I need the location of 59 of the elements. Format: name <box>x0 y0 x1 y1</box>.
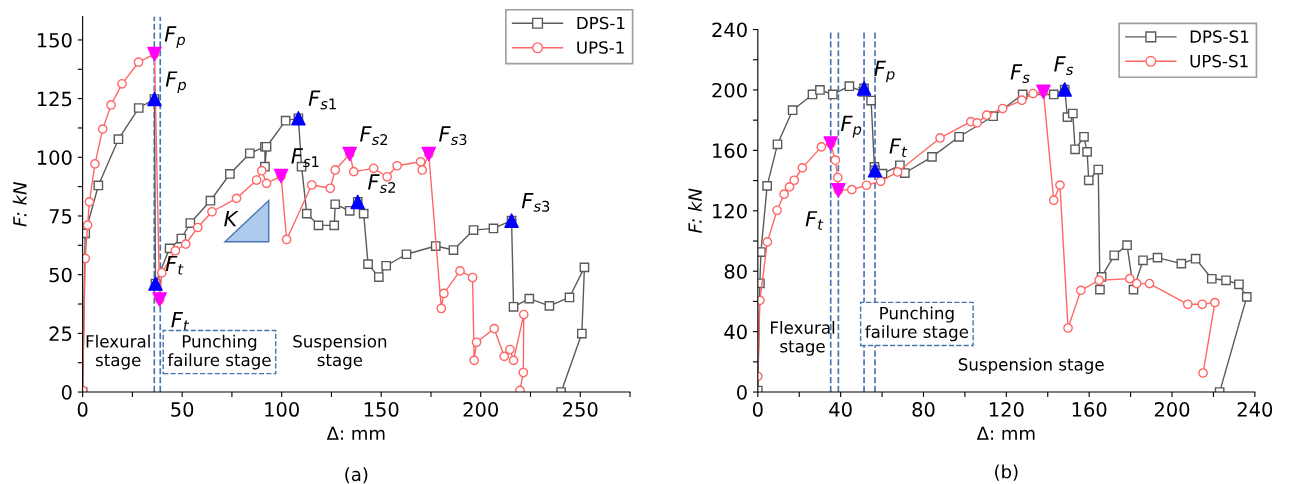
y-tick-label: 80 <box>724 264 747 279</box>
y-tick-label: 125 <box>37 91 72 107</box>
y-tick-label: 75 <box>49 209 72 224</box>
annotation: F$_{s3}$ <box>439 126 467 146</box>
annotation: F$_{s1}$ <box>291 148 319 168</box>
x-axis-title: Δ: mm <box>326 426 385 440</box>
y-tick-label: 240 <box>712 22 747 38</box>
x-tick-label: 200 <box>1154 402 1190 417</box>
x-tick-label: 250 <box>563 402 598 417</box>
text: (a) <box>345 467 368 484</box>
x-tick-label: 0 <box>752 402 763 417</box>
annotation: Suspension stage <box>293 334 387 370</box>
x-tick-label: 40 <box>829 402 852 417</box>
annotation: F$_{t}$ <box>165 255 184 275</box>
y-axis-title: F: kN <box>687 188 702 234</box>
annotation: F$_{s3}$ <box>521 192 550 212</box>
annotation: F$_{s2}$ <box>367 174 396 194</box>
y-tick-label: 200 <box>712 82 747 98</box>
annotation: F$_{s}$ <box>1010 64 1030 84</box>
y-tick-label: 100 <box>37 150 72 165</box>
y-axis-title: F: kN <box>12 181 27 227</box>
annotation: Flexural stage <box>771 321 835 356</box>
x-tick-label: 0 <box>77 402 88 417</box>
y-tick-label: 150 <box>37 32 72 48</box>
annotation: Punching failure stage <box>167 334 271 370</box>
y-tick-label: 0 <box>737 385 747 400</box>
annotation: K <box>224 211 239 227</box>
annotation: F$_{t}$ <box>889 138 908 158</box>
annotation: F$_{p}$ <box>841 115 862 138</box>
x-tick-label: 80 <box>912 402 935 417</box>
annotation: Flexural stage <box>86 334 150 370</box>
annotation: Suspension stage <box>958 357 1104 374</box>
legend-label: UPS-S1 <box>1190 54 1248 68</box>
y-tick-label: 120 <box>713 203 747 219</box>
legend-label: DPS-S1 <box>1190 30 1249 43</box>
text: (b) <box>995 464 1018 481</box>
y-tick-label: 40 <box>724 324 747 340</box>
annotation: F$_{s}$ <box>1054 56 1074 76</box>
annotation: F$_{p}$ <box>874 60 895 83</box>
annotation: F$_{s1}$ <box>308 90 336 110</box>
y-tick-label: 0 <box>61 385 72 400</box>
x-tick-label: 50 <box>171 402 194 417</box>
y-tick-label: 50 <box>49 267 72 283</box>
x-tick-label: 150 <box>364 402 399 417</box>
x-tick-label: 100 <box>265 402 299 417</box>
annotation: F$_{s2}$ <box>360 126 388 146</box>
annotation: F$_{p}$ <box>165 71 186 94</box>
y-tick-label: 25 <box>49 326 72 342</box>
annotation: F$_{t}$ <box>805 211 824 230</box>
x-tick-label: 200 <box>463 402 498 417</box>
legend-label: UPS-1 <box>577 41 624 54</box>
y-tick-label: 160 <box>713 143 747 159</box>
annotation: F$_{p}$ <box>164 26 185 48</box>
x-tick-label: 160 <box>1072 402 1107 417</box>
x-tick-label: 120 <box>989 402 1024 417</box>
x-tick-label: 240 <box>1237 402 1273 417</box>
legend-label: DPS-1 <box>577 16 625 30</box>
x-axis-title: Δ: mm <box>976 426 1035 440</box>
annotation: Punching failure stage <box>865 306 969 342</box>
